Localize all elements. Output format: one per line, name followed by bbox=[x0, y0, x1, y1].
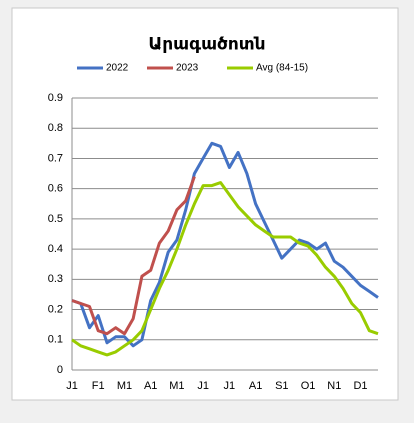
legend-label: Avg (84-15) bbox=[256, 63, 308, 74]
x-tick-label: A1 bbox=[144, 380, 157, 392]
y-tick-label: 0.6 bbox=[48, 183, 63, 195]
y-tick-label: 0 bbox=[57, 364, 63, 376]
x-tick-label: J1 bbox=[197, 380, 209, 392]
y-tick-label: 0.1 bbox=[48, 334, 63, 346]
chart-area bbox=[11, 7, 399, 401]
legend-label: 2022 bbox=[106, 63, 129, 74]
series-line bbox=[71, 141, 379, 348]
y-tick-label: 0.3 bbox=[48, 273, 63, 285]
series-line bbox=[71, 176, 196, 336]
y-tick-label: 0.7 bbox=[48, 152, 63, 164]
x-tick-label: A1 bbox=[249, 380, 262, 392]
x-tick-label: J1 bbox=[66, 380, 78, 392]
y-tick-label: 0.9 bbox=[48, 92, 63, 104]
y-tick-label: 0.2 bbox=[48, 303, 63, 315]
y-tick-label: 0.8 bbox=[48, 122, 63, 134]
x-tick-label: S1 bbox=[275, 380, 288, 392]
x-tick-label: D1 bbox=[353, 380, 367, 392]
y-tick-label: 0.4 bbox=[48, 243, 63, 255]
x-tick-label: M1 bbox=[169, 380, 184, 392]
series-line bbox=[71, 181, 379, 357]
x-tick-label: J1 bbox=[224, 380, 236, 392]
x-tick-label: M1 bbox=[117, 380, 132, 392]
x-tick-label: N1 bbox=[327, 380, 341, 392]
x-tick-label: F1 bbox=[92, 380, 105, 392]
y-tick-label: 0.5 bbox=[48, 213, 63, 225]
legend-label: 2023 bbox=[176, 63, 199, 74]
chart-title: Արագածոտն bbox=[148, 34, 265, 53]
x-tick-label: O1 bbox=[301, 380, 316, 392]
